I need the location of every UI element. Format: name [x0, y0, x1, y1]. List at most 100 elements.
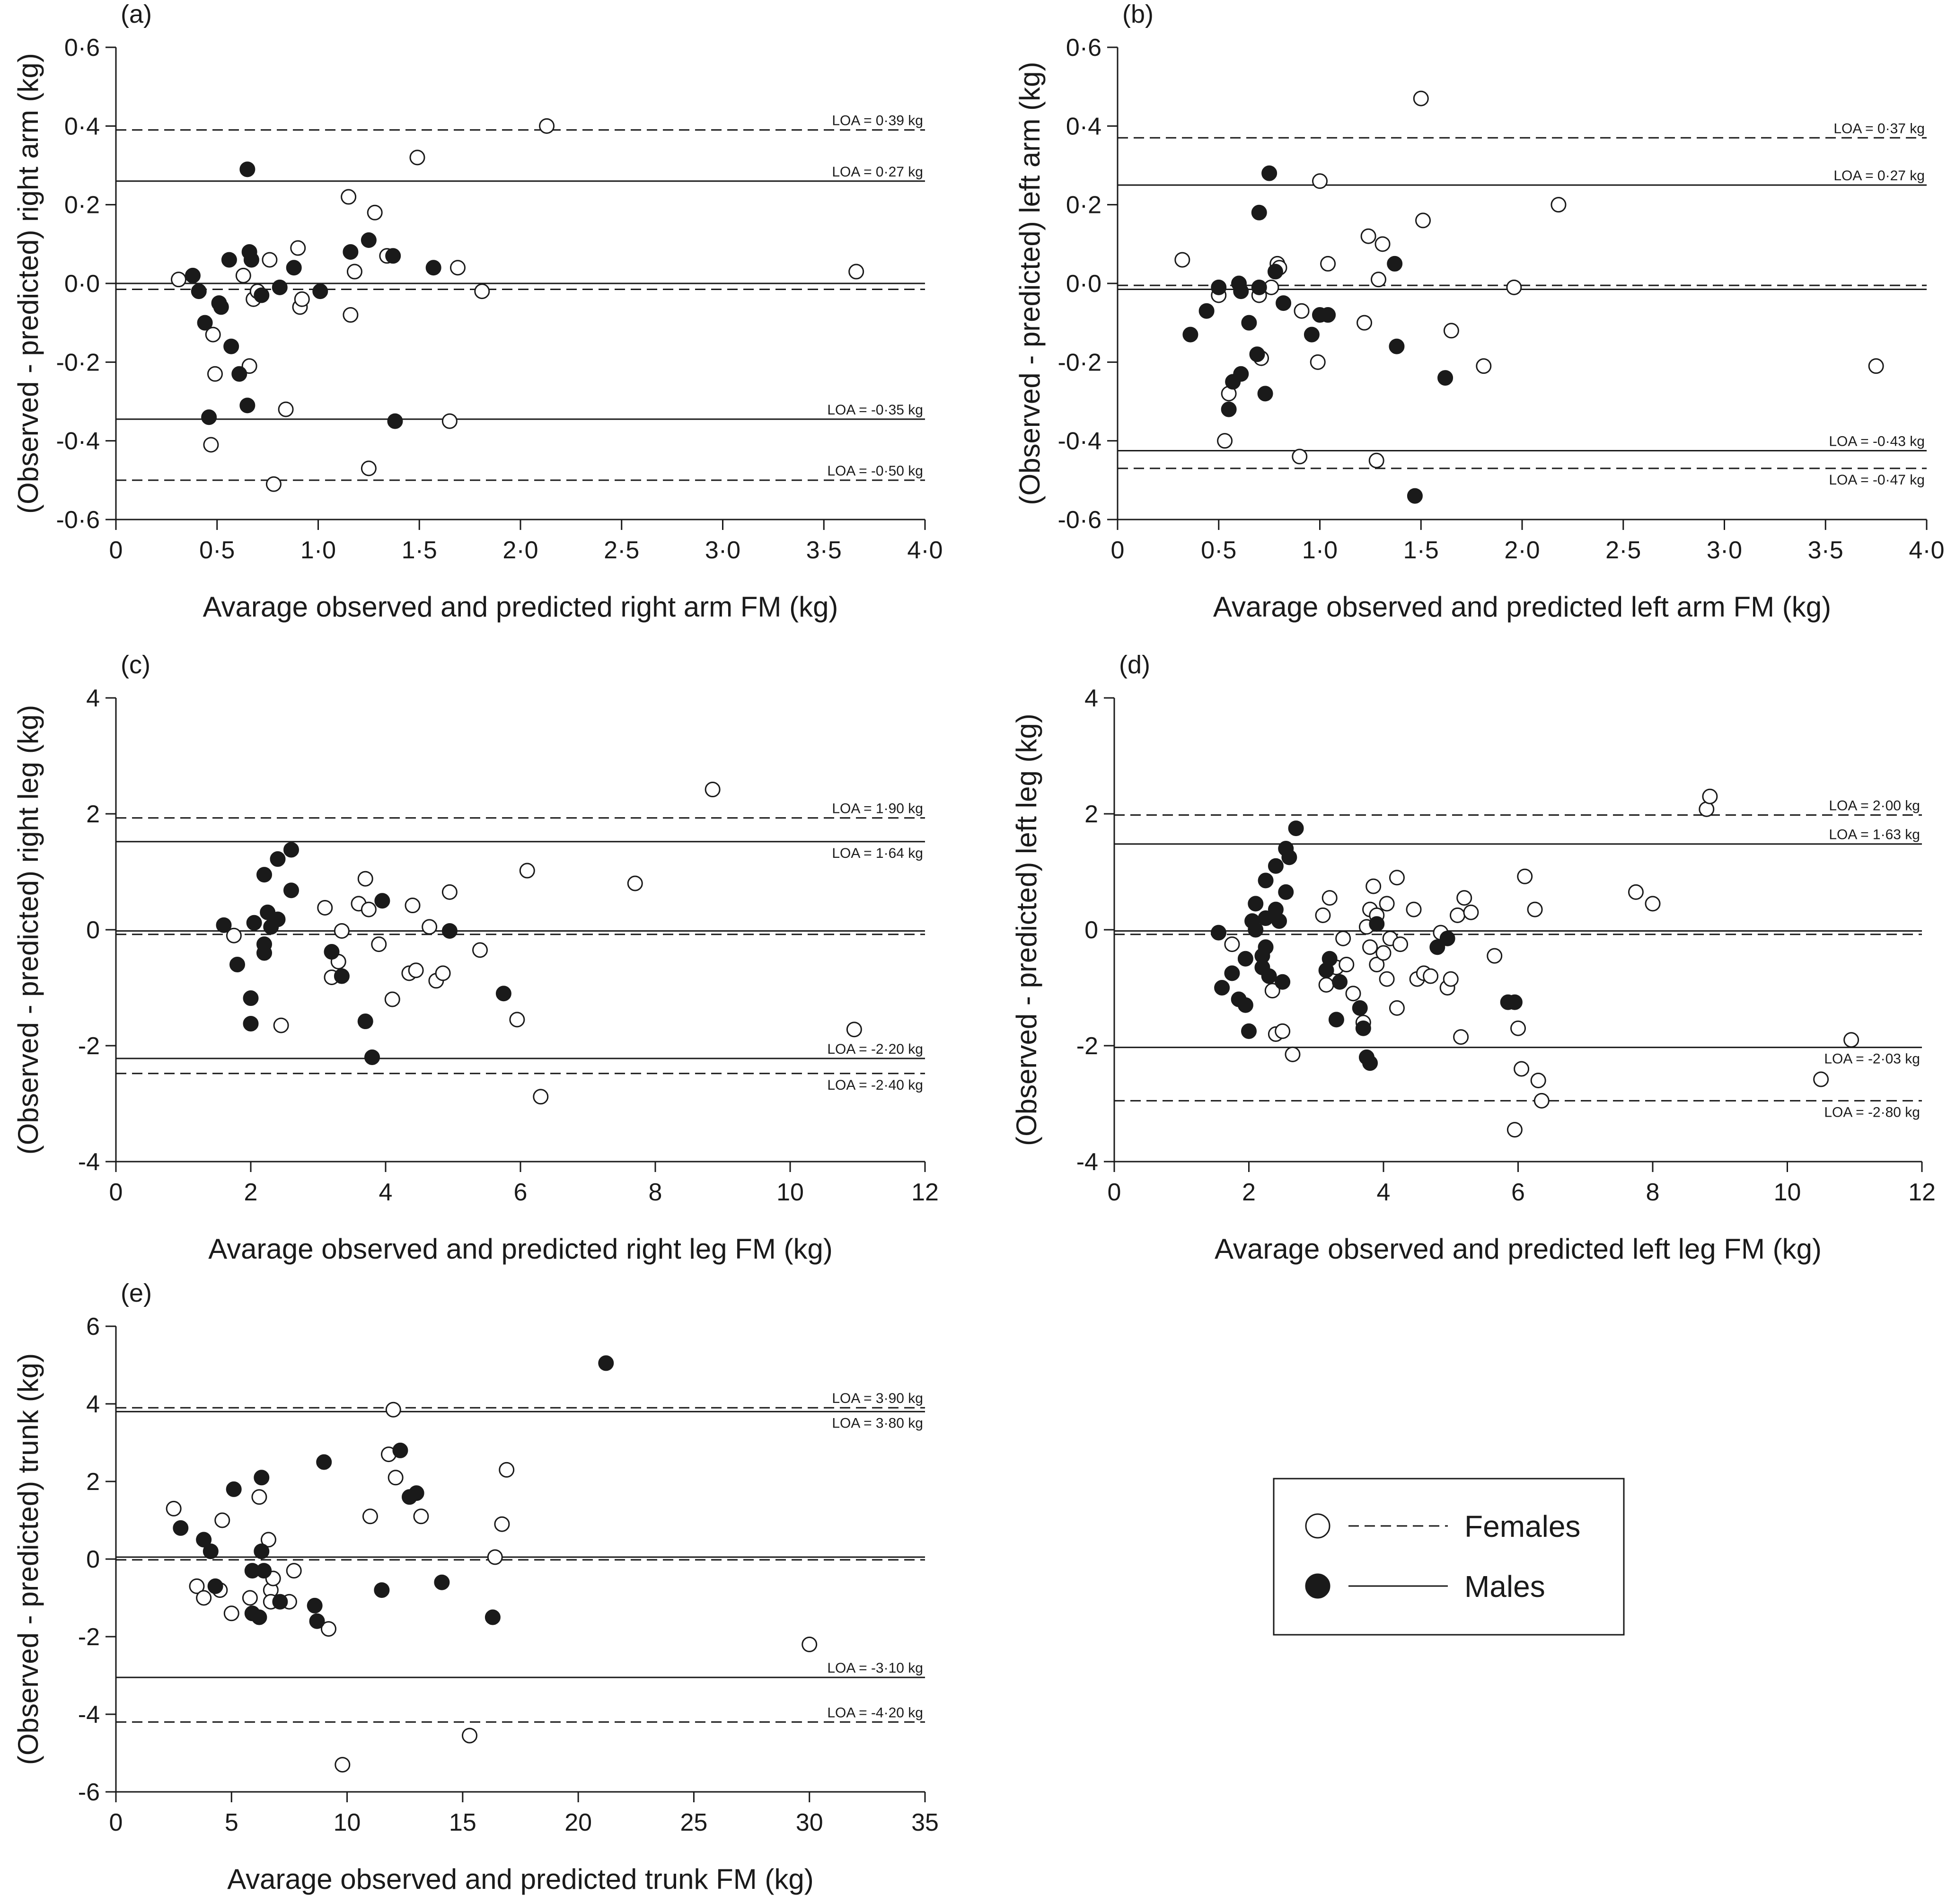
male-point	[221, 252, 237, 268]
female-point	[1379, 971, 1395, 987]
female-point	[462, 1728, 478, 1744]
x-tick-label: 3·5	[806, 537, 842, 564]
female-point	[294, 291, 310, 307]
y-tick-label: 6	[86, 1313, 100, 1340]
female-point	[627, 875, 643, 891]
panels: 0 0·5 1·0 1·5 2·0 2·5 3·0 3·5 4·0 -0·6 -0·4 -0·2 0·0…	[12, 0, 1945, 1895]
female-point	[189, 1578, 205, 1594]
female-point	[384, 991, 400, 1007]
loa-label: LOA = 0·39 kg	[832, 113, 923, 129]
y-axis-label: (Observed - predicted) left arm (kg)	[1014, 62, 1046, 505]
loa-label: LOA = -0·50 kg	[827, 463, 923, 479]
male-point	[283, 882, 299, 899]
male-point	[1352, 1000, 1368, 1016]
female-point	[1362, 939, 1378, 955]
female-point	[487, 1549, 503, 1565]
y-tick-label: 0·6	[64, 34, 100, 62]
female-point	[343, 307, 359, 323]
male-point	[1288, 820, 1304, 837]
loa-label: LOA = 0·37 kg	[1833, 121, 1925, 136]
female-point	[1413, 90, 1429, 106]
male-point	[374, 1582, 390, 1598]
male-point	[1257, 386, 1273, 402]
loa-label: LOA = 0·27 kg	[1833, 168, 1925, 184]
male-point	[387, 413, 403, 429]
y-tick-label: 0	[86, 1546, 100, 1573]
male-point	[1389, 338, 1405, 354]
female-point	[1318, 977, 1334, 993]
x-tick-label: 8	[1646, 1179, 1660, 1206]
female-point	[1366, 878, 1382, 894]
female-point	[1699, 801, 1715, 817]
male-point	[286, 260, 302, 276]
y-axis-label: (Observed - predicted) left leg (kg)	[1011, 714, 1042, 1146]
female-point	[235, 267, 251, 283]
y-tick-label: 4	[86, 685, 100, 712]
female-point	[1527, 901, 1543, 917]
y-tick-label: -0·2	[56, 349, 100, 376]
female-point	[362, 1508, 378, 1525]
male-point	[1321, 951, 1338, 967]
male-point	[1507, 994, 1523, 1010]
male-point	[1276, 295, 1292, 311]
y-tick-label: -4	[78, 1148, 100, 1176]
female-point	[1217, 433, 1233, 449]
male-point	[272, 1594, 288, 1610]
female-point	[1335, 930, 1351, 946]
female-point	[317, 899, 333, 916]
panel-label: (b)	[1122, 0, 1154, 28]
male-point	[254, 1470, 270, 1486]
loa-label: LOA = -0·35 kg	[827, 402, 923, 418]
panel-c: 0 2 4 6 8 10 12 -4 -2 0 2 4 (c) Avarage observed and …	[12, 651, 939, 1265]
x-tick-label: 2·0	[502, 537, 538, 564]
y-tick-label: 0·4	[1066, 113, 1101, 140]
x-tick-label: 2·5	[604, 537, 639, 564]
male-point	[1332, 974, 1348, 990]
loa-label: LOA = 3·90 kg	[832, 1391, 923, 1406]
female-point	[214, 1512, 230, 1528]
male-point	[239, 161, 255, 177]
male-point	[425, 260, 441, 276]
male-point	[1355, 1020, 1371, 1036]
y-tick-label: -4	[1076, 1148, 1098, 1176]
loa-label: LOA = -4·20 kg	[827, 1705, 923, 1720]
male-point	[392, 1442, 408, 1458]
male-point	[361, 232, 377, 248]
male-point	[1198, 303, 1215, 319]
male-point	[1261, 968, 1277, 984]
male-point	[1304, 326, 1320, 343]
male-point	[1268, 858, 1284, 874]
female-point	[1275, 1023, 1291, 1039]
male-point	[1362, 1055, 1378, 1071]
female-point	[1294, 303, 1310, 319]
y-axis-label: (Observed - predicted) right leg (kg)	[12, 705, 44, 1155]
male-point	[1241, 1023, 1257, 1039]
male-point	[1278, 884, 1294, 900]
female-point	[1315, 907, 1331, 923]
male-point	[1248, 896, 1264, 912]
y-tick-label: -2	[78, 1032, 100, 1060]
male-point	[1261, 165, 1277, 181]
male-point	[1258, 939, 1274, 955]
female-point	[441, 884, 458, 900]
female-point	[1374, 236, 1391, 252]
female-point	[367, 204, 383, 220]
female-point	[1415, 212, 1431, 229]
x-tick-label: 4	[1377, 1179, 1391, 1206]
female-point	[1843, 1032, 1859, 1048]
female-point	[207, 366, 223, 382]
loa-label: LOA = -0·47 kg	[1829, 472, 1925, 488]
male-point	[173, 1520, 189, 1536]
female-point	[1868, 358, 1884, 374]
male-point	[226, 1481, 242, 1497]
male-point	[1237, 951, 1253, 967]
x-tick-label: 10	[334, 1809, 361, 1836]
female-point	[1487, 948, 1503, 964]
male-point	[485, 1609, 501, 1625]
female-point	[1392, 936, 1409, 952]
male-point	[283, 842, 299, 858]
male-point	[1210, 925, 1226, 941]
female-point	[226, 927, 242, 943]
male-point	[1258, 873, 1274, 889]
